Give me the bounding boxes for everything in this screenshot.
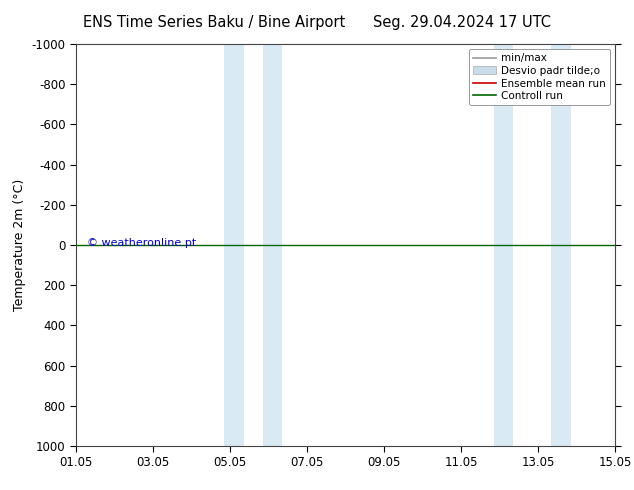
Bar — [552, 44, 571, 446]
Bar — [224, 44, 243, 446]
Bar — [262, 44, 282, 446]
Bar — [494, 44, 513, 446]
Legend: min/max, Desvio padr tilde;o, Ensemble mean run, Controll run: min/max, Desvio padr tilde;o, Ensemble m… — [469, 49, 610, 105]
Text: ENS Time Series Baku / Bine Airport      Seg. 29.04.2024 17 UTC: ENS Time Series Baku / Bine Airport Seg.… — [83, 15, 551, 30]
Text: © weatheronline.pt: © weatheronline.pt — [87, 238, 196, 248]
Y-axis label: Temperature 2m (°C): Temperature 2m (°C) — [13, 179, 26, 311]
